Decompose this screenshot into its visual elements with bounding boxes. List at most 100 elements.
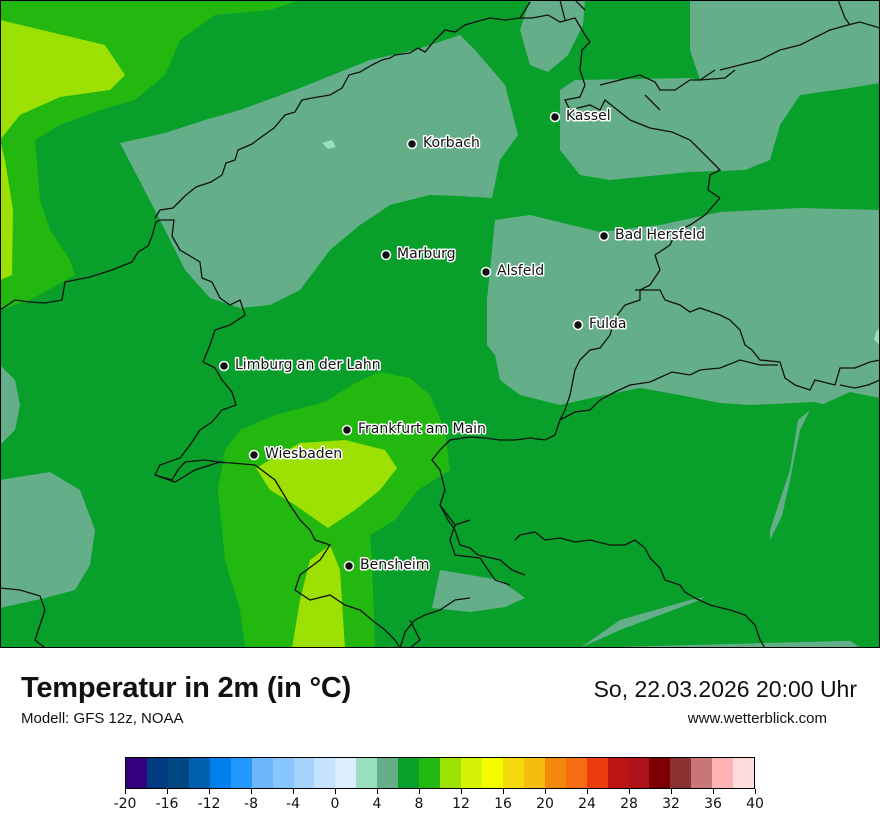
city-marburg: Marburg <box>380 245 457 264</box>
colorbar-tick-label: -16 <box>155 796 179 812</box>
website-link: www.wetterblick.com <box>687 710 827 727</box>
temperature-colorbar <box>125 757 755 789</box>
colorbar-tick <box>209 789 210 794</box>
colorbar-tick-label: 16 <box>494 796 512 812</box>
colorbar-tick <box>755 789 756 794</box>
colorbar-tick-label: -12 <box>197 796 221 812</box>
colorbar-tick-label: 12 <box>452 796 470 812</box>
svg-text:Wiesbaden: Wiesbaden <box>265 446 342 462</box>
colorbar-tick <box>335 789 336 794</box>
colorbar-segment <box>565 758 587 788</box>
svg-text:Marburg: Marburg <box>397 246 456 262</box>
colorbar-tick-label: 0 <box>330 796 340 812</box>
colorbar-tick <box>167 789 168 794</box>
colorbar-tick <box>545 789 546 794</box>
colorbar-segment <box>670 758 692 788</box>
city-fulda: Fulda <box>572 315 628 334</box>
colorbar-tick-label: 4 <box>372 796 382 812</box>
svg-text:Fulda: Fulda <box>589 316 627 332</box>
cool-area-north <box>520 0 585 72</box>
warmer-area-bensheim <box>292 545 345 648</box>
temperature-map: Kassel Korbach Bad Hersfeld Marburg Alsf… <box>0 0 880 648</box>
svg-text:Limburg an der Lahn: Limburg an der Lahn <box>235 357 381 373</box>
model-info: Modell: GFS 12z, NOAA <box>21 710 184 727</box>
colorbar-segment <box>544 758 566 788</box>
colorbar-segment <box>628 758 650 788</box>
colorbar-segment <box>733 758 755 788</box>
city-kassel: Kassel <box>549 107 612 126</box>
colorbar-tick <box>461 789 462 794</box>
colorbar-segment <box>209 758 231 788</box>
colorbar-tick <box>671 789 672 794</box>
mild-area-southeast <box>580 392 880 648</box>
city-wiesbaden: Wiesbaden <box>248 445 344 464</box>
city-markers: Kassel Korbach Bad Hersfeld Marburg Alsf… <box>218 107 707 575</box>
colorbar-segment <box>691 758 713 788</box>
city-korbach: Korbach <box>406 134 481 153</box>
colorbar-segment <box>314 758 336 788</box>
colorbar-tick-label: 36 <box>704 796 722 812</box>
cool-area-east <box>487 208 880 648</box>
colorbar-segment <box>712 758 734 788</box>
colorbar-tick <box>419 789 420 794</box>
city-bensheim: Bensheim <box>343 556 431 575</box>
colorbar-ticks: -20 -16 -12 -8 -4 0 4 8 12 16 20 24 28 32 36 40 <box>114 789 764 819</box>
colorbar-segment <box>272 758 294 788</box>
colorbar-segment <box>126 758 147 788</box>
colorbar-segment <box>230 758 252 788</box>
colorbar-tick-label: -4 <box>286 796 300 812</box>
colorbar-segment <box>607 758 629 788</box>
colorbar-tick <box>251 789 252 794</box>
colorbar-segment <box>502 758 524 788</box>
forecast-datetime: So, 22.03.2026 20:00 Uhr <box>593 676 857 702</box>
svg-text:Bensheim: Bensheim <box>360 557 429 573</box>
colorbar-tick-label: 32 <box>662 796 680 812</box>
colorbar-tick <box>503 789 504 794</box>
colorbar-segment <box>188 758 210 788</box>
colorbar-tick-label: -8 <box>244 796 258 812</box>
colorbar-segment <box>481 758 503 788</box>
colorbar-tick <box>293 789 294 794</box>
colorbar-segment <box>377 758 399 788</box>
colorbar-tick <box>377 789 378 794</box>
colorbar-tick <box>125 789 126 794</box>
colorbar-segment <box>586 758 608 788</box>
colorbar-segment <box>649 758 671 788</box>
svg-text:Bad Hersfeld: Bad Hersfeld <box>615 227 705 243</box>
mild-area-southeast-edge <box>818 525 880 648</box>
colorbar-segment <box>523 758 545 788</box>
colorbar-segment <box>146 758 168 788</box>
colorbar-tick <box>587 789 588 794</box>
colorbar-segment <box>419 758 441 788</box>
colorbar-segment <box>461 758 482 788</box>
colorbar-tick-label: 8 <box>414 796 424 812</box>
svg-text:Korbach: Korbach <box>423 135 480 151</box>
colorbar-segment <box>398 758 420 788</box>
colorbar-segment <box>335 758 357 788</box>
colorbar-tick-label: 24 <box>578 796 596 812</box>
map-title: Temperatur in 2m (in °C) <box>21 672 352 704</box>
colorbar-tick <box>713 789 714 794</box>
colorbar-segment <box>293 758 315 788</box>
svg-text:Frankfurt am Main: Frankfurt am Main <box>358 421 486 437</box>
colorbar-segment <box>356 758 378 788</box>
colorbar-tick-label: 40 <box>746 796 764 812</box>
city-bad-hersfeld: Bad Hersfeld <box>598 226 707 245</box>
colorbar-segment <box>440 758 461 788</box>
svg-text:Alsfeld: Alsfeld <box>497 263 544 279</box>
colorbar-segment <box>251 758 273 788</box>
cool-area-west-1 <box>0 365 20 445</box>
colorbar-tick <box>629 789 630 794</box>
city-limburg: Limburg an der Lahn <box>218 356 382 375</box>
cool-area-korbach <box>120 35 518 308</box>
colorbar-tick-label: 28 <box>620 796 638 812</box>
cool-area-south <box>432 570 525 612</box>
city-alsfeld: Alsfeld <box>480 262 546 281</box>
warmer-area-frankfurt <box>256 440 397 528</box>
map-footer <box>0 648 880 830</box>
svg-text:Kassel: Kassel <box>566 108 611 124</box>
city-frankfurt: Frankfurt am Main <box>341 420 487 439</box>
state-borders <box>0 0 880 648</box>
colorbar-tick-label: -20 <box>113 796 137 812</box>
warmer-area-northwest <box>0 20 125 280</box>
